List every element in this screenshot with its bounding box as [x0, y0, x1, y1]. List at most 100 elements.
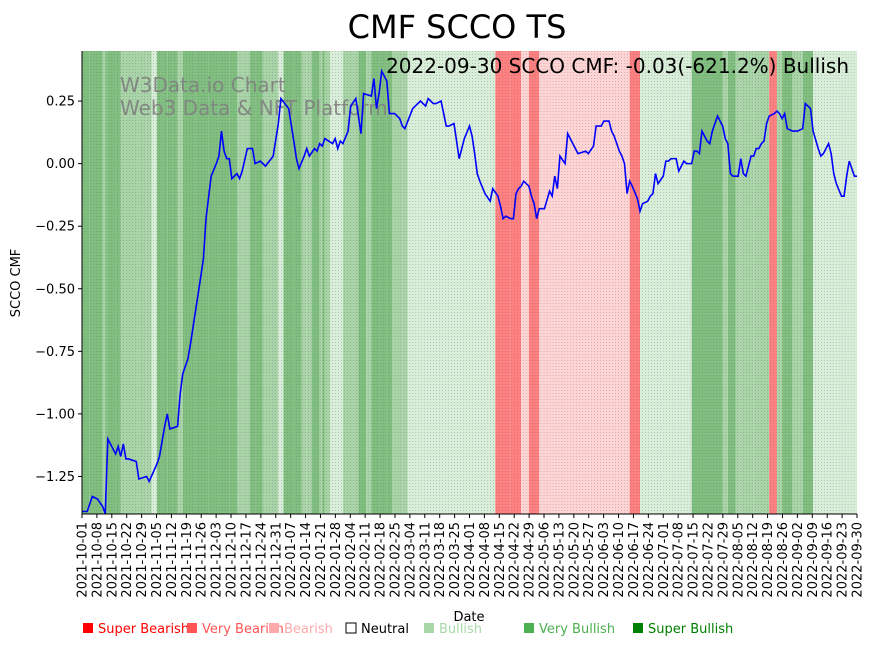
y-tick-label-2: −0.75 — [35, 345, 75, 360]
band-15 — [167, 51, 173, 514]
band-40 — [342, 51, 354, 514]
x-tick-label-30: 2022-04-29 — [523, 522, 538, 598]
band-0 — [82, 51, 90, 514]
band-59 — [539, 51, 547, 514]
x-tick-label-10: 2021-12-10 — [225, 522, 240, 598]
legend-label-3: Neutral — [361, 622, 409, 637]
x-tick-label-51: 2022-09-23 — [836, 522, 851, 598]
x-tick-label-37: 2022-06-17 — [627, 522, 642, 598]
x-tick-label-41: 2022-07-15 — [687, 522, 702, 598]
band-21 — [218, 51, 230, 514]
band-27 — [262, 51, 268, 514]
band-66 — [629, 51, 640, 514]
band-14 — [162, 51, 168, 514]
x-tick-label-36: 2022-06-10 — [612, 522, 627, 598]
band-28 — [268, 51, 279, 514]
x-tick-label-42: 2022-07-22 — [701, 522, 716, 598]
x-tick-label-3: 2021-10-22 — [120, 522, 135, 598]
x-tick-label-13: 2021-12-31 — [269, 522, 284, 598]
band-41 — [353, 51, 359, 514]
x-tick-label-49: 2022-09-09 — [806, 522, 821, 598]
x-tick-label-1: 2021-10-08 — [90, 522, 105, 598]
band-72 — [722, 51, 728, 514]
x-tick-label-52: 2022-09-30 — [851, 522, 866, 598]
band-56 — [510, 51, 522, 514]
y-tick-label-6: 0.25 — [46, 95, 75, 110]
x-tick-label-46: 2022-08-19 — [761, 522, 776, 598]
x-tick-label-26: 2022-04-01 — [463, 522, 478, 598]
latest-value-annotation: 2022-09-30 SCCO CMF: -0.03(-621.2%) Bull… — [386, 54, 849, 78]
band-78 — [769, 51, 777, 514]
vertical-gridlines — [81, 51, 855, 514]
x-tick-label-38: 2022-06-24 — [642, 522, 657, 598]
watermark: W3Data.io Chart Web3 Data & NFT Platform — [120, 73, 388, 120]
band-67 — [640, 51, 664, 514]
x-tick-label-2: 2021-10-15 — [105, 522, 120, 598]
band-20 — [208, 51, 219, 514]
x-axis-ticks: 2021-10-01 2021-10-08 2021-10-15 2021-10-22… — [76, 514, 866, 598]
band-43 — [361, 51, 367, 514]
legend-label-0: Super Bearish — [98, 622, 189, 637]
band-5 — [113, 51, 116, 514]
band-68 — [663, 51, 677, 514]
band-29 — [278, 51, 284, 514]
band-31 — [293, 51, 302, 514]
x-tick-label-20: 2022-02-18 — [374, 522, 389, 598]
x-tick-label-7: 2021-11-19 — [180, 522, 195, 598]
y-tick-label-1: −1.00 — [35, 407, 75, 422]
band-76 — [748, 51, 754, 514]
band-26 — [255, 51, 263, 514]
band-54 — [487, 51, 496, 514]
y-tick-label-5: 0.00 — [46, 157, 75, 172]
x-tick-label-45: 2022-08-12 — [746, 522, 761, 598]
legend-swatch-0 — [83, 623, 93, 633]
band-16 — [172, 51, 178, 514]
x-tick-label-29: 2022-04-22 — [508, 522, 523, 598]
legend-label-6: Super Bullish — [648, 622, 733, 637]
legend-swatch-6 — [633, 623, 643, 633]
legend-swatch-5 — [524, 623, 534, 633]
x-tick-label-16: 2022-01-21 — [314, 522, 329, 598]
band-61 — [552, 51, 566, 514]
band-57 — [521, 51, 529, 514]
band-39 — [335, 51, 343, 514]
band-33 — [306, 51, 312, 514]
band-62 — [565, 51, 578, 514]
band-25 — [249, 51, 256, 514]
x-tick-label-31: 2022-05-06 — [538, 522, 553, 598]
band-71 — [702, 51, 723, 514]
band-30 — [283, 51, 294, 514]
band-74 — [735, 51, 741, 514]
x-tick-label-27: 2022-04-08 — [478, 522, 493, 598]
band-23 — [237, 51, 243, 514]
watermark-line-1: W3Data.io Chart — [120, 73, 286, 97]
x-tick-label-50: 2022-09-16 — [821, 522, 836, 598]
band-4 — [107, 51, 113, 514]
legend-label-2: Bearish — [284, 622, 333, 637]
x-tick-label-4: 2021-10-29 — [135, 522, 150, 598]
band-7 — [120, 51, 126, 514]
band-32 — [301, 51, 307, 514]
y-tick-label-3: −0.50 — [35, 282, 75, 297]
band-19 — [195, 51, 209, 514]
band-60 — [547, 51, 553, 514]
band-48 — [392, 51, 403, 514]
x-tick-label-8: 2021-11-26 — [195, 522, 210, 598]
x-tick-label-39: 2022-07-01 — [657, 522, 672, 598]
x-tick-label-22: 2022-03-04 — [403, 522, 418, 598]
x-tick-label-28: 2022-04-15 — [493, 522, 508, 598]
x-tick-label-11: 2021-12-17 — [239, 522, 254, 598]
band-63 — [578, 51, 591, 514]
y-axis-ticks: −1.25 −1.00 −0.75 −0.50 −0.25 0.00 0.25 — [35, 95, 82, 485]
band-47 — [386, 51, 392, 514]
x-tick-label-6: 2021-11-12 — [165, 522, 180, 598]
band-70 — [691, 51, 702, 514]
band-11 — [146, 51, 152, 514]
legend: Super Bearish Very Bearish Bearish Neutral B… — [83, 622, 733, 637]
x-tick-label-12: 2021-12-24 — [254, 522, 269, 598]
legend-label-5: Very Bullish — [539, 622, 615, 637]
y-axis-label: SCCO CMF — [9, 249, 24, 318]
legend-swatch-2 — [269, 623, 279, 633]
y-tick-label-4: −0.25 — [35, 220, 75, 235]
